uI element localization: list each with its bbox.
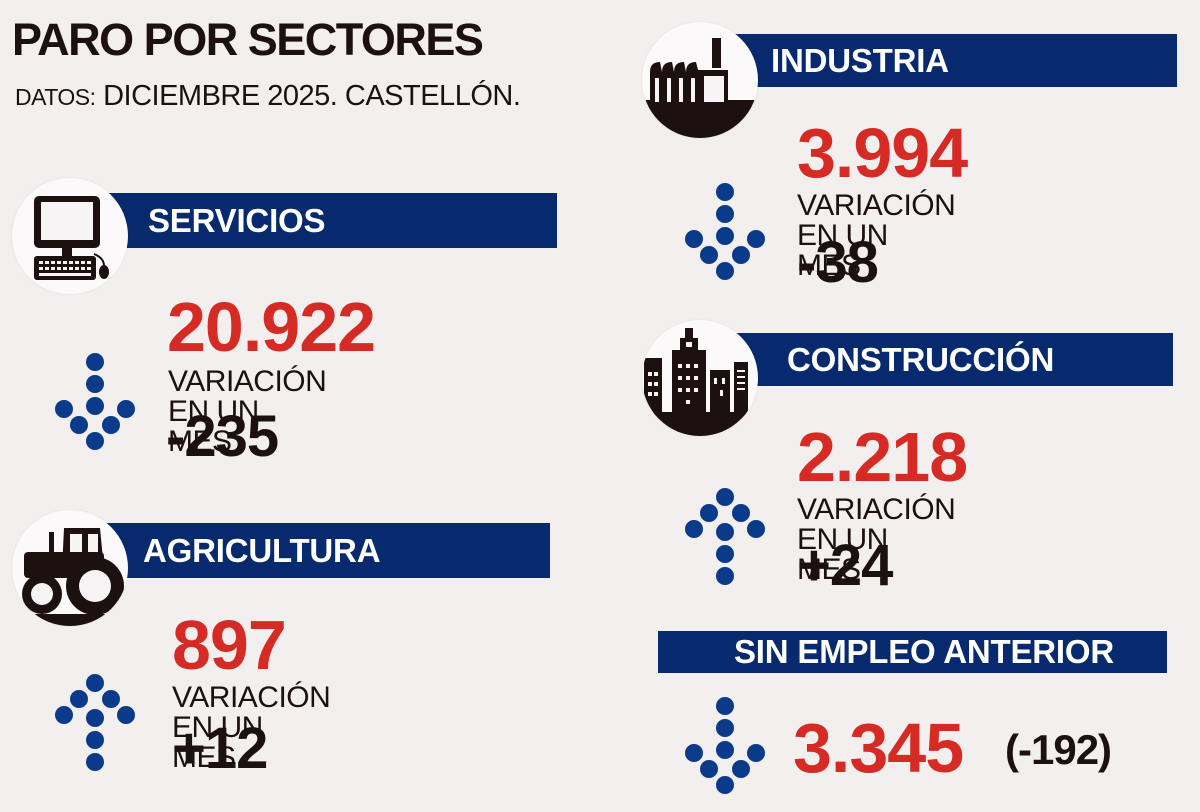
- variation-value: -235: [166, 404, 279, 469]
- buildings-icon: [642, 320, 758, 436]
- sector-label: INDUSTRIA: [771, 41, 949, 79]
- computer-icon: [12, 178, 128, 294]
- arrow-down-icon: [682, 696, 768, 801]
- subtitle-prefix: DATOS:: [15, 84, 96, 110]
- variation-label: VARIACIÓN EN UN MES: [172, 681, 331, 774]
- sector-total: 3.345: [793, 709, 964, 787]
- variation-value: +24: [797, 533, 893, 598]
- sector-bar: SERVICIOS: [105, 193, 557, 248]
- variation-value: -38: [797, 230, 879, 295]
- arrow-down-icon: [52, 352, 138, 457]
- sector-bar: CONSTRUCCIÓN: [735, 333, 1173, 386]
- sector-label: CONSTRUCCIÓN: [787, 340, 1055, 378]
- sector-label: SERVICIOS: [148, 201, 326, 239]
- sector-total: 897: [172, 606, 287, 684]
- page-title: PARO POR SECTORES: [12, 14, 484, 65]
- subtitle: DATOS: DICIEMBRE 2025. CASTELLÓN.: [15, 80, 521, 113]
- sector-label: AGRICULTURA: [143, 531, 381, 569]
- variation-label: VARIACIÓN EN UN MES: [797, 189, 956, 282]
- variation-value: (-192): [1005, 726, 1112, 773]
- tractor-icon: [12, 510, 128, 626]
- sector-total: 3.994: [797, 114, 968, 192]
- sector-total: 2.218: [797, 418, 968, 496]
- subtitle-text: DICIEMBRE 2025. CASTELLÓN.: [103, 80, 521, 112]
- sector-total: 20.922: [167, 288, 376, 366]
- sector-bar: AGRICULTURA: [105, 523, 550, 578]
- sector-bar: INDUSTRIA: [735, 34, 1177, 87]
- factory-icon: [642, 22, 758, 138]
- variation-label: VARIACIÓN EN UN MES: [168, 365, 327, 458]
- arrow-up-icon: [52, 673, 138, 778]
- sector-label: SIN EMPLEO ANTERIOR: [734, 633, 1115, 670]
- variation-value: +12: [172, 716, 268, 781]
- sector-bar: SIN EMPLEO ANTERIOR: [658, 631, 1167, 673]
- arrow-down-icon: [682, 182, 768, 287]
- variation-label: VARIACIÓN EN UN MES: [797, 493, 956, 586]
- arrow-up-icon: [682, 487, 768, 592]
